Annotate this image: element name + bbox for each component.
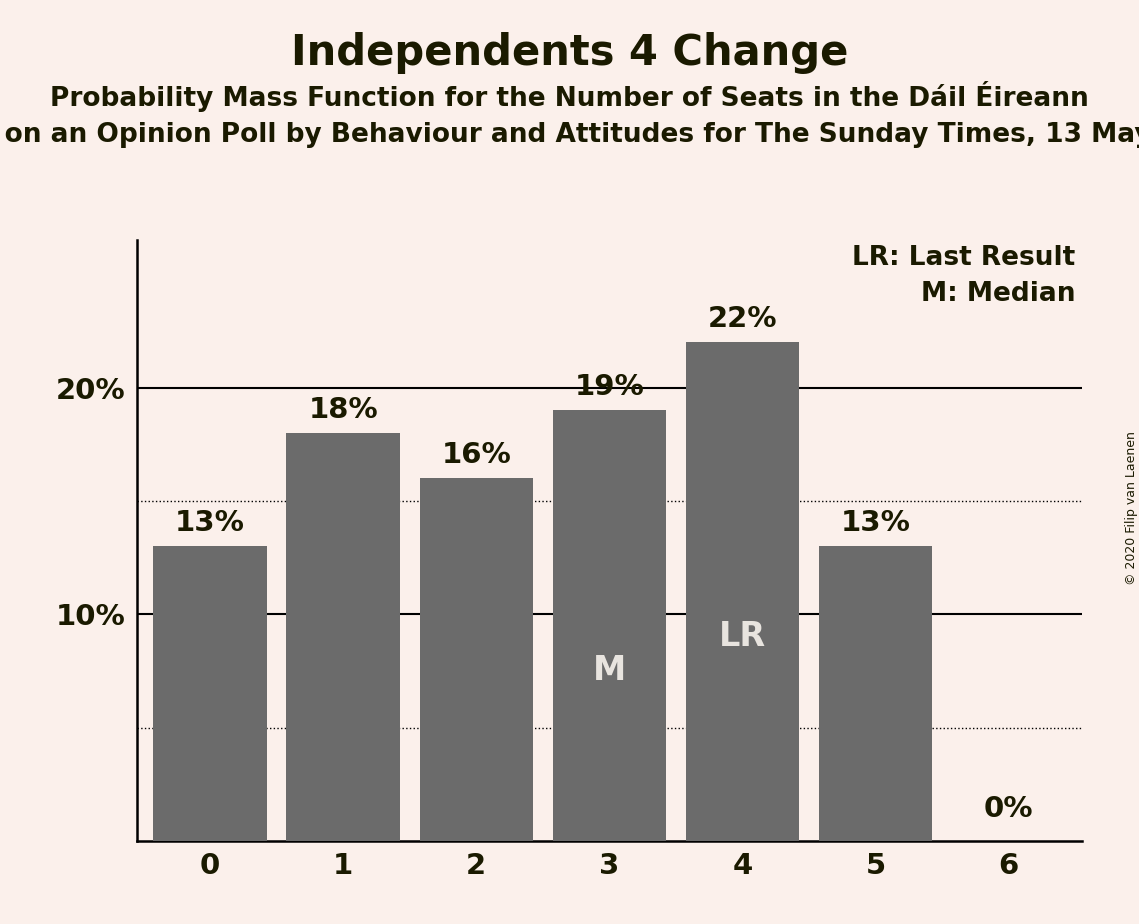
Text: 13%: 13% [841, 509, 910, 537]
Bar [419, 479, 533, 841]
Text: M: Median: M: Median [921, 281, 1075, 307]
Bar [686, 342, 800, 841]
Text: 0%: 0% [984, 795, 1033, 822]
Text: © 2020 Filip van Laenen: © 2020 Filip van Laenen [1124, 432, 1138, 585]
Bar [552, 410, 666, 841]
Text: LR: Last Result: LR: Last Result [852, 245, 1075, 271]
Bar [819, 546, 932, 841]
Text: M: M [592, 654, 626, 687]
Text: 16%: 16% [441, 441, 511, 469]
Bar [154, 546, 267, 841]
Text: LR: LR [719, 620, 767, 653]
Text: 13%: 13% [175, 509, 245, 537]
Text: Probability Mass Function for the Number of Seats in the Dáil Éireann: Probability Mass Function for the Number… [50, 81, 1089, 113]
Bar [287, 432, 400, 841]
Text: 18%: 18% [309, 395, 378, 424]
Text: 19%: 19% [574, 373, 645, 401]
Text: 22%: 22% [707, 305, 777, 334]
Text: Independents 4 Change: Independents 4 Change [290, 32, 849, 74]
Text: Based on an Opinion Poll by Behaviour and Attitudes for The Sunday Times, 13 May: Based on an Opinion Poll by Behaviour an… [0, 122, 1139, 148]
